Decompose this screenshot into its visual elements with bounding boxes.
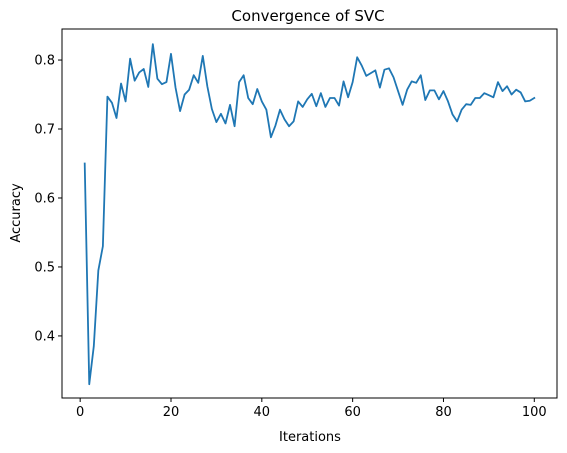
x-tick-label: 40 bbox=[254, 405, 271, 420]
y-axis-label: Accuracy bbox=[9, 183, 24, 243]
x-axis-label: Iterations bbox=[279, 430, 341, 445]
y-tick-label: 0.7 bbox=[34, 123, 55, 138]
chart-title: Convergence of SVC bbox=[231, 7, 384, 25]
x-tick-label: 80 bbox=[435, 405, 452, 420]
y-tick-label: 0.5 bbox=[34, 260, 55, 275]
plot-area bbox=[83, 43, 536, 386]
x-tick-label: 100 bbox=[522, 405, 547, 420]
y-tick-label: 0.4 bbox=[34, 329, 55, 344]
x-tick-label: 0 bbox=[76, 405, 84, 420]
plot-frame bbox=[61, 28, 558, 399]
x-tick-label: 20 bbox=[163, 405, 180, 420]
y-tick-label: 0.8 bbox=[34, 54, 55, 69]
series-line bbox=[83, 43, 536, 386]
axis-ticks: 0 20 40 60 80 100 0.4 0.5 0.6 0.7 0.8 bbox=[34, 54, 546, 420]
x-tick-label: 60 bbox=[344, 405, 361, 420]
y-tick-label: 0.6 bbox=[34, 191, 55, 206]
